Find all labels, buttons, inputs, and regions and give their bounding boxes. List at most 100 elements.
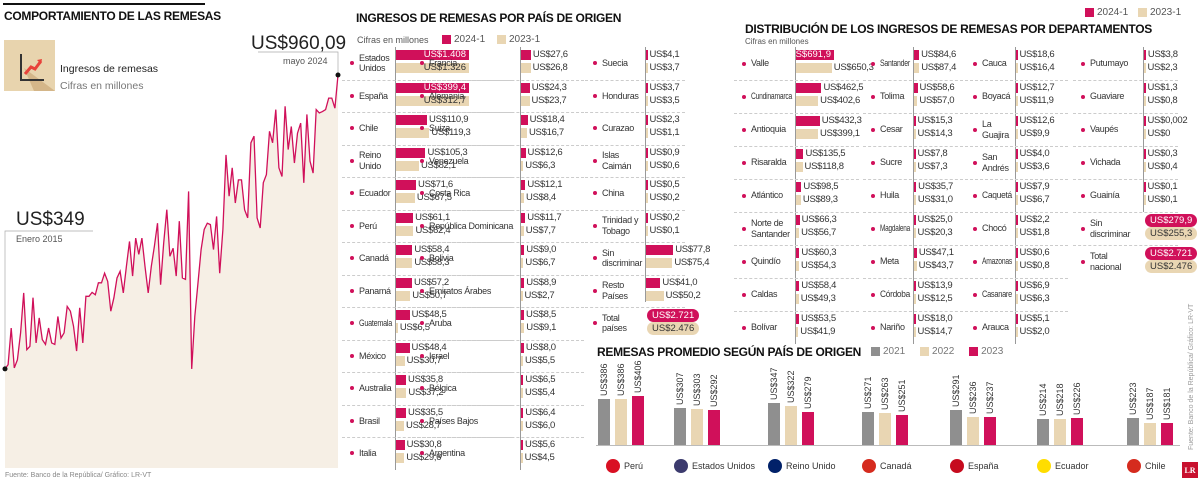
row-divider xyxy=(1073,179,1178,180)
value-label: US$2,0 xyxy=(1019,326,1050,337)
bar-2023 xyxy=(896,414,908,445)
bar-2023 xyxy=(646,160,648,171)
bar-2023 xyxy=(396,160,419,171)
row-label: Valle xyxy=(742,47,792,80)
row-label: Guaviare xyxy=(1081,80,1140,113)
row-divider xyxy=(412,404,584,406)
bullet-icon xyxy=(593,321,597,326)
row-label: España xyxy=(350,80,392,113)
row-divider xyxy=(585,242,685,243)
bar-2021 xyxy=(950,410,962,445)
value-label: US$87,4 xyxy=(921,62,957,73)
bullet-icon xyxy=(350,126,354,131)
row-label: La Guajira xyxy=(973,113,1012,146)
bullet-icon xyxy=(871,226,875,231)
row-divider xyxy=(965,212,1068,213)
bar-2023 xyxy=(796,228,800,238)
value-label: US$1,8 xyxy=(1019,227,1050,238)
bullet-icon xyxy=(350,256,354,261)
bar-2024 xyxy=(396,245,413,255)
bar-2023 xyxy=(1144,63,1146,73)
row-divider xyxy=(965,179,1068,180)
bar-2022 xyxy=(967,416,979,445)
bullet-icon xyxy=(350,451,354,456)
value-label: US$15,3 xyxy=(917,115,953,126)
row-label-text: Bélgica xyxy=(429,383,457,394)
value-label: US$5,4 xyxy=(524,387,555,398)
row-label-text: La Guajira xyxy=(982,119,1009,140)
bar-2023 xyxy=(914,294,916,304)
row-label-text: Magdalena xyxy=(880,223,911,234)
bullet-icon xyxy=(350,418,354,423)
bar-2023 xyxy=(396,323,398,333)
country-label: Canadá xyxy=(880,461,912,471)
value-label: US$0,5 xyxy=(649,179,680,190)
bar-2023 xyxy=(914,96,918,106)
bar-2024 xyxy=(914,149,916,159)
bar-2023 xyxy=(796,327,799,337)
row-divider xyxy=(585,177,685,178)
bar-2024 xyxy=(1016,281,1018,291)
bar-2023 xyxy=(646,225,648,236)
bar-2023 xyxy=(1016,228,1018,238)
bar-2023 xyxy=(796,162,803,172)
countries-title: INGRESOS DE REMESAS POR PAÍS DE ORIGEN xyxy=(356,11,622,25)
bar-2024 xyxy=(646,180,648,190)
row-divider xyxy=(412,79,584,81)
bar-2024 xyxy=(914,182,917,192)
bar-2024 xyxy=(1016,50,1018,60)
row-label: Bolivia xyxy=(420,242,517,275)
bullet-icon xyxy=(871,94,875,99)
row-divider xyxy=(585,274,685,276)
value-label: US$0,1 xyxy=(1147,194,1178,205)
bullet-icon xyxy=(420,256,424,261)
bar-2023 xyxy=(396,453,405,463)
countries-unit: Cifras en millones xyxy=(357,35,429,45)
row-divider xyxy=(585,79,685,81)
row-divider xyxy=(863,212,963,213)
value-label: US$6,7 xyxy=(525,257,556,268)
value-pill-2024: US$2.721 xyxy=(1145,247,1198,260)
bar-2023 xyxy=(646,193,648,203)
value-label: US$0,8 xyxy=(1147,95,1178,106)
row-label: Argentina xyxy=(420,437,517,470)
value-label: US$35,7 xyxy=(918,181,954,192)
row-divider xyxy=(1073,245,1178,246)
bar-2023 xyxy=(1071,417,1083,445)
row-label: Chocó xyxy=(973,212,1012,245)
row-label: Estados Unidos xyxy=(350,47,392,80)
bar-2024 xyxy=(1016,314,1018,324)
bar-2023 xyxy=(1016,129,1018,139)
bullet-icon xyxy=(420,191,424,196)
average-legend: 2021 2022 2023 xyxy=(871,346,1003,357)
value-label: US$0,2 xyxy=(649,192,680,203)
bar-2024 xyxy=(521,342,524,353)
bar-2024: US$691,9 xyxy=(789,50,834,60)
bar-2023 xyxy=(521,128,527,138)
value-label: US$27,6 xyxy=(532,49,568,60)
start-value-label: US$349 xyxy=(16,209,85,230)
legend-subtitle: Cifras en millones xyxy=(60,80,144,92)
value-label: US$4,5 xyxy=(524,452,555,463)
bar-2024 xyxy=(646,245,674,255)
bullet-icon xyxy=(1081,94,1085,99)
row-divider xyxy=(412,437,584,438)
bullet-icon xyxy=(973,160,977,165)
value-label: US$8,5 xyxy=(526,309,556,320)
value-pill-2024: US$279,9 xyxy=(1145,214,1198,227)
bullet-icon xyxy=(1081,160,1085,165)
row-divider xyxy=(1073,80,1178,81)
value-label: US$279 xyxy=(803,375,813,409)
bar-2023 xyxy=(914,129,916,139)
countries-legend-2024: 2024-1 xyxy=(442,34,485,45)
value-label: US$105,3 xyxy=(427,146,468,158)
value-label: US$20,3 xyxy=(917,227,953,238)
bar-2023 xyxy=(1144,129,1146,139)
value-label: US$14,3 xyxy=(917,128,953,139)
bullet-icon xyxy=(1081,61,1085,66)
right-source: Fuente: Banco de la República/ Gráfico: … xyxy=(1188,303,1195,450)
value-label: US$29,6 xyxy=(406,452,442,463)
bar-2024 xyxy=(914,116,916,126)
end-leader xyxy=(258,51,339,75)
bar-2023 xyxy=(984,416,996,445)
